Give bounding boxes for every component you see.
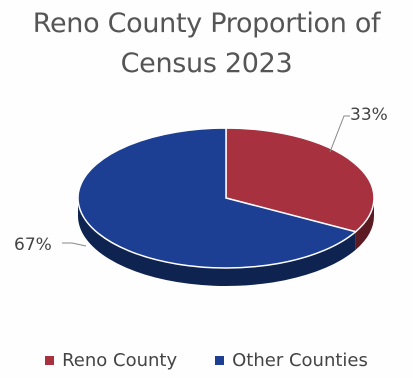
- data-label-reno-county: 33%: [350, 105, 388, 125]
- pie-side-reno-county: [355, 198, 374, 250]
- legend-label-other-counties: Other Counties: [232, 350, 368, 371]
- pie-slice-other-counties: [77, 127, 358, 269]
- legend-item-other-counties: Other Counties: [215, 350, 368, 371]
- legend-label-reno-county: Reno County: [62, 350, 178, 371]
- pie-slice-reno-county: [225, 127, 375, 233]
- legend: Reno County Other Counties: [0, 350, 413, 371]
- chart-title: Reno County Proportion of Census 2023: [0, 4, 413, 84]
- chart-title-line-1: Reno County Proportion of: [32, 8, 381, 39]
- data-labels: 33% 67%: [14, 105, 388, 255]
- leader-line-reno-county: [329, 115, 350, 153]
- pie-slices: [77, 127, 375, 286]
- leader-line-other-counties: [62, 242, 87, 247]
- chart-title-line-2: Census 2023: [120, 48, 293, 79]
- data-label-other-counties: 67%: [14, 235, 52, 255]
- legend-swatch-reno-county: [45, 356, 55, 365]
- legend-item-reno-county: Reno County: [45, 350, 177, 371]
- legend-swatch-other-counties: [215, 356, 225, 365]
- pie-side-other-counties: [78, 198, 356, 286]
